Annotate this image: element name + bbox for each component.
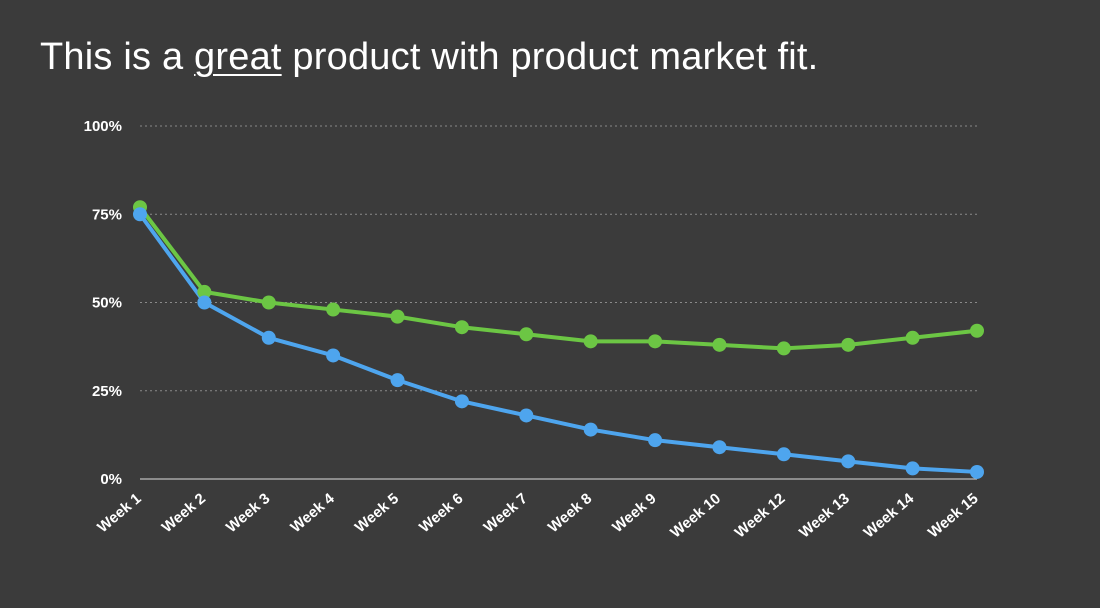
series-2-point [133, 207, 147, 222]
y-tick-label: 75% [92, 206, 122, 223]
series-1-point [905, 330, 920, 345]
series-1-point [970, 323, 984, 338]
series-points [133, 200, 984, 479]
x-tick-label: Week 5 [352, 490, 402, 536]
y-axis-tick-labels: 0% 25% 50% 75% 100% [84, 118, 122, 488]
series-2-point [648, 433, 663, 448]
series-1-point [519, 327, 534, 342]
x-tick-label: Week 3 [223, 490, 273, 536]
x-axis-tick-labels: Week 1 Week 2 Week 3 Week 4 Week 5 Week 6 Week… [94, 490, 981, 542]
series-1-point [197, 284, 212, 299]
series-1-point [326, 302, 341, 317]
series-line-2 [138, 212, 979, 474]
series-2-point [583, 422, 598, 437]
series-2-point [712, 440, 727, 455]
series-line-1 [138, 205, 979, 351]
y-tick-label: 25% [92, 383, 122, 400]
series-2-point [454, 394, 469, 409]
x-tick-label: Week 13 [796, 490, 853, 541]
y-tick-label: 50% [92, 295, 122, 312]
series-1-point [583, 334, 598, 349]
series-1-point [648, 334, 663, 349]
series-1-point [712, 337, 727, 352]
x-tick-label: Week 10 [667, 490, 724, 541]
series-2-point [197, 295, 212, 310]
grid-lines [140, 125, 977, 480]
title-emphasis: great [194, 36, 282, 78]
x-tick-label: Week 15 [925, 490, 982, 541]
series-1-point [261, 295, 276, 310]
series-1-point [776, 341, 791, 356]
title-text-before: This is a [40, 36, 195, 78]
x-tick-label: Week 12 [732, 490, 789, 541]
x-tick-label: Week 1 [94, 490, 144, 536]
series-2-point [261, 330, 276, 345]
x-tick-label: Week 8 [545, 490, 595, 536]
series-2-point [390, 373, 405, 388]
series-lines [138, 205, 979, 474]
series-2-point [326, 348, 341, 363]
x-tick-label: Week 4 [287, 490, 338, 536]
title-text-after: product with product market fit. [281, 36, 819, 78]
x-tick-label: Week 2 [159, 490, 209, 536]
x-tick-label: Week 6 [416, 490, 466, 536]
y-tick-label: 0% [100, 471, 122, 488]
x-tick-label: Week 7 [481, 490, 531, 536]
series-2-point [905, 461, 920, 476]
y-tick-label: 100% [84, 118, 122, 135]
series-2-point [519, 408, 534, 423]
series-2-point [970, 464, 984, 479]
slide-title: This is a great product with product mar… [40, 36, 818, 79]
series-2-point [841, 454, 856, 469]
x-tick-label: Week 9 [609, 490, 659, 536]
series-1-point [841, 337, 856, 352]
x-tick-label: Week 14 [860, 490, 917, 542]
series-2-point [776, 447, 791, 462]
series-1-point [390, 309, 405, 324]
series-1-point [454, 320, 469, 335]
